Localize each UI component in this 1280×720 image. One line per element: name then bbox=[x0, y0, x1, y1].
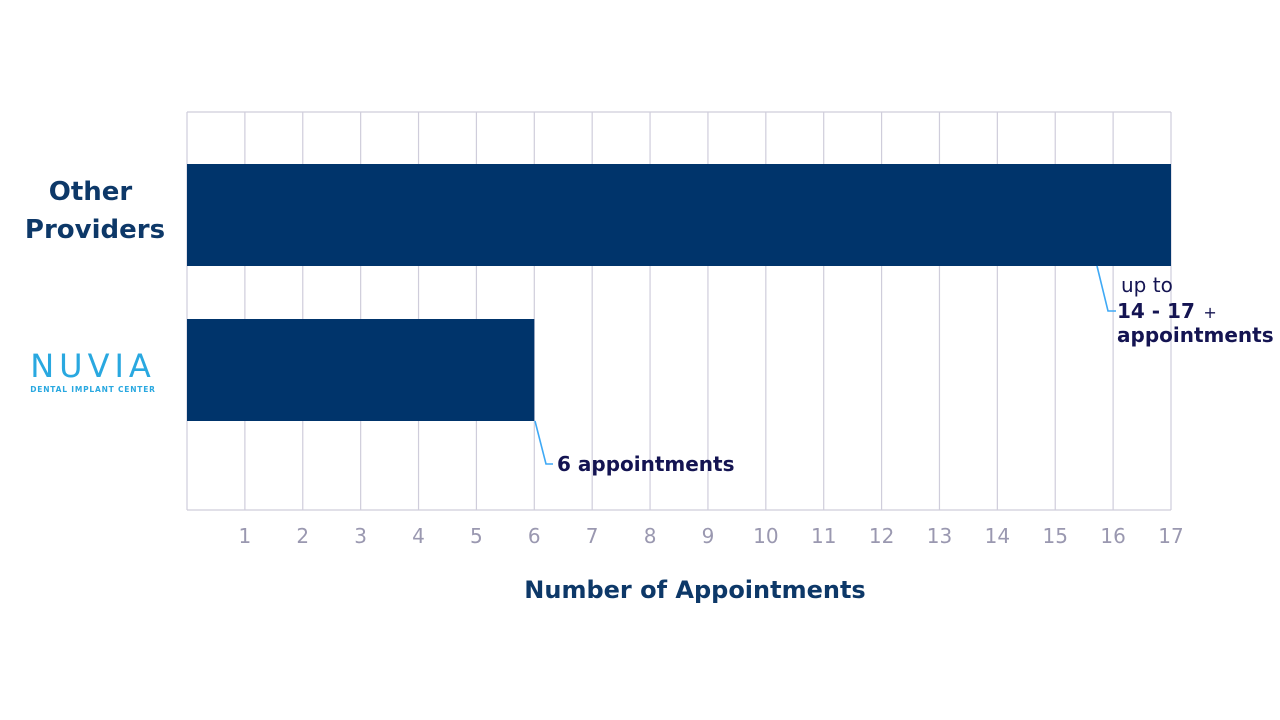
annotation-range-line: 14 - 17 + bbox=[1117, 299, 1217, 323]
annotation-nuvia: 6 appointments bbox=[534, 420, 735, 476]
leader-line-other bbox=[1096, 265, 1116, 312]
x-tick-label-12: 12 bbox=[869, 524, 894, 548]
x-tick-label-8: 8 bbox=[644, 524, 657, 548]
x-tick-label-7: 7 bbox=[586, 524, 599, 548]
x-tick-label-17: 17 bbox=[1158, 524, 1183, 548]
annotation-range: 14 - 17 bbox=[1117, 299, 1195, 323]
x-tick-label-4: 4 bbox=[412, 524, 425, 548]
x-tick-label-10: 10 bbox=[753, 524, 778, 548]
bars bbox=[187, 164, 1171, 421]
x-tick-label-5: 5 bbox=[470, 524, 483, 548]
x-tick-label-1: 1 bbox=[239, 524, 252, 548]
logo-wordmark: NUVIA bbox=[30, 347, 156, 385]
x-tick-label-14: 14 bbox=[985, 524, 1010, 548]
annotation-plus: + bbox=[1203, 303, 1216, 322]
x-tick-label-13: 13 bbox=[927, 524, 952, 548]
x-tick-label-9: 9 bbox=[702, 524, 715, 548]
annotation-other-providers: up to 14 - 17 + appointments bbox=[1096, 265, 1274, 347]
bar-nuvia-dental-implant-center bbox=[187, 319, 535, 421]
x-tick-label-6: 6 bbox=[528, 524, 541, 548]
leader-line-nuvia bbox=[534, 420, 553, 465]
annotation-six-appointments: 6 appointments bbox=[557, 452, 735, 476]
annotation-up-to: up to bbox=[1121, 273, 1173, 297]
x-tick-label-16: 16 bbox=[1100, 524, 1125, 548]
x-tick-label-2: 2 bbox=[296, 524, 309, 548]
category-label-other-providers: Other Providers bbox=[25, 177, 165, 245]
x-axis-title: Number of Appointments bbox=[524, 576, 865, 604]
bar-other-providers bbox=[187, 164, 1171, 266]
x-tick-labels: 1 2 3 4 5 6 7 8 9 10 11 12 13 14 15 16 17 bbox=[239, 524, 1184, 548]
x-tick-label-3: 3 bbox=[354, 524, 367, 548]
nuvia-logo: NUVIA DENTAL IMPLANT CENTER bbox=[30, 347, 156, 394]
logo-tagline: DENTAL IMPLANT CENTER bbox=[30, 385, 155, 394]
x-tick-label-15: 15 bbox=[1043, 524, 1068, 548]
annotation-appointments: appointments bbox=[1117, 323, 1274, 347]
x-tick-label-11: 11 bbox=[811, 524, 836, 548]
